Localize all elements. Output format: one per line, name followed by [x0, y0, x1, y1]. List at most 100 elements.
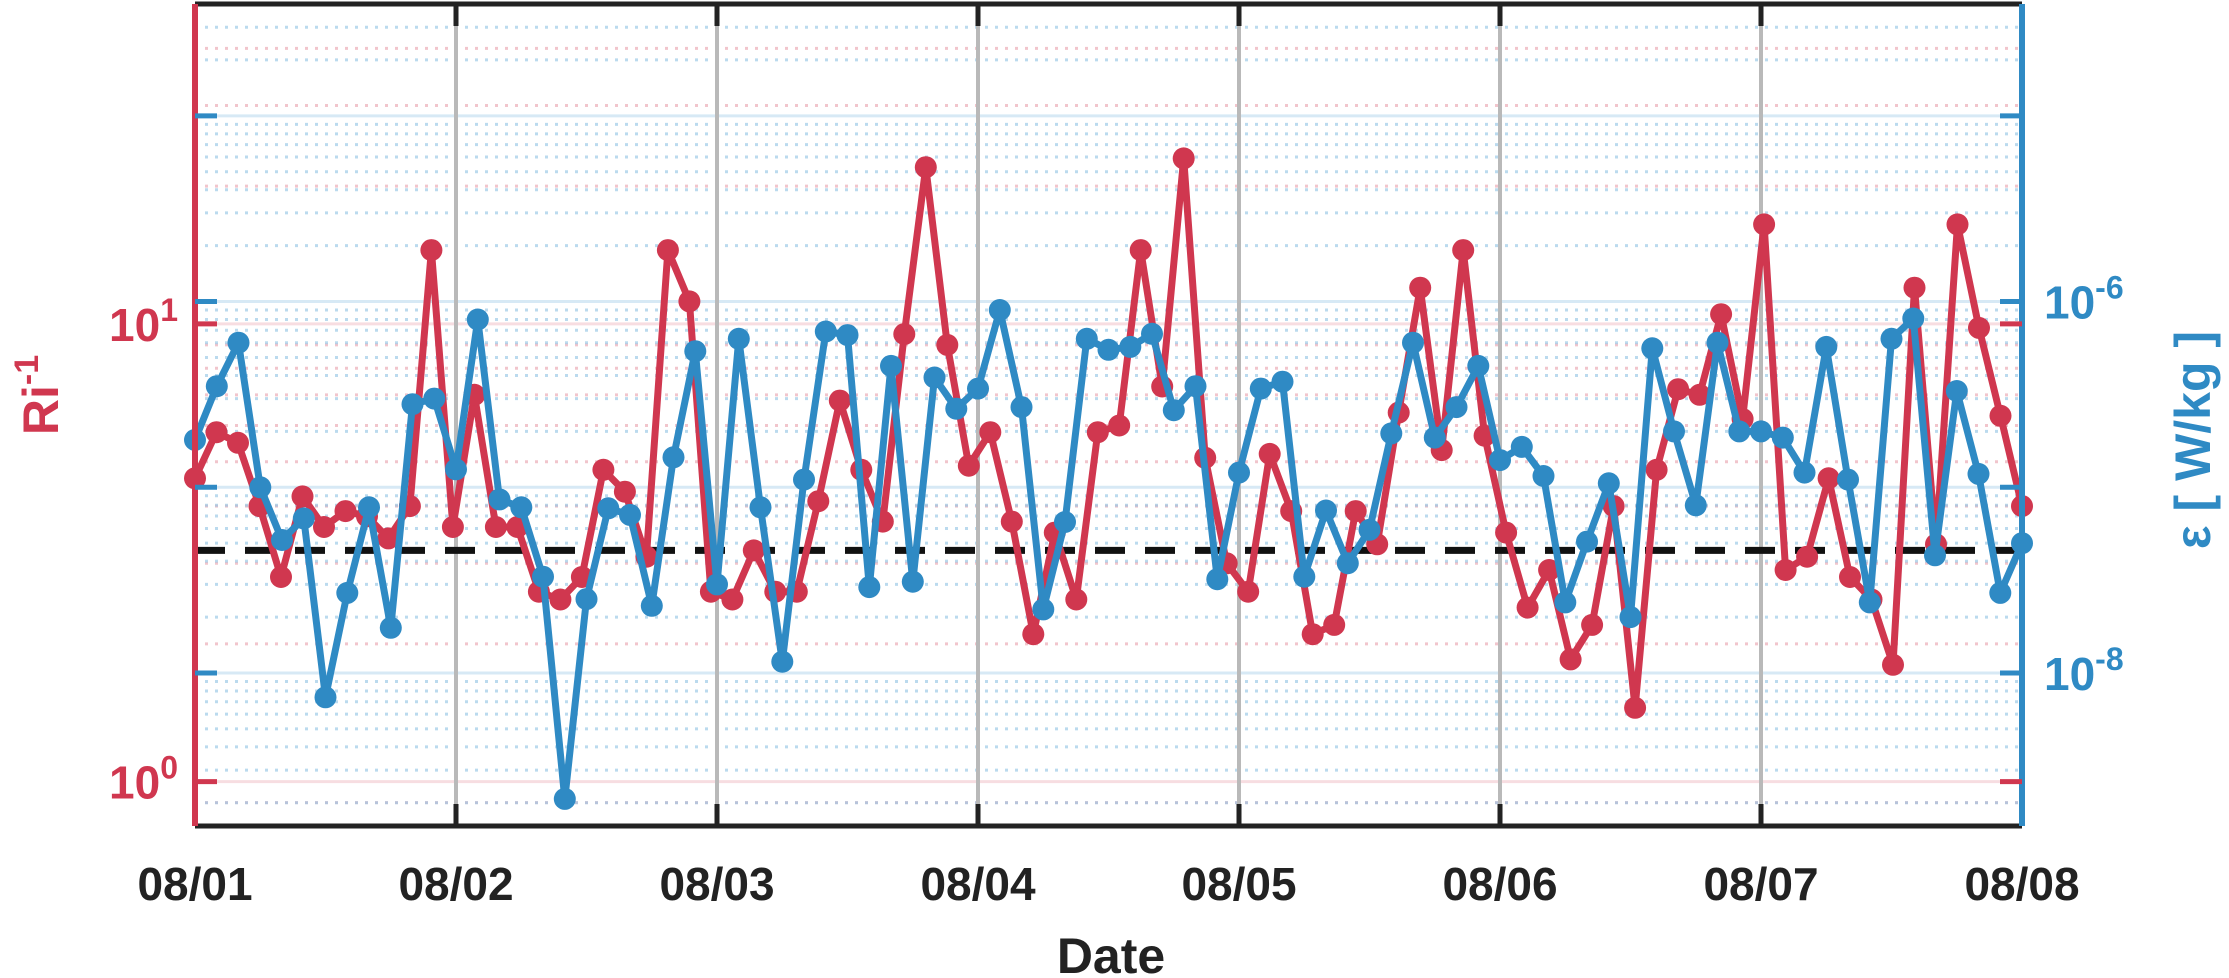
data-point [1688, 383, 1711, 406]
data-point [441, 516, 464, 538]
data-point [1880, 327, 1903, 350]
data-point [1597, 472, 1620, 495]
data-point [597, 497, 620, 520]
data-point [1022, 623, 1045, 646]
data-point [1663, 420, 1685, 443]
data-point [807, 490, 830, 513]
data-point [1516, 596, 1539, 619]
data-point [880, 354, 902, 377]
data-point [1858, 591, 1881, 614]
data-point [1141, 322, 1163, 345]
data-point [1293, 565, 1316, 588]
data-point [1771, 426, 1794, 449]
data-point [1706, 331, 1729, 354]
data-point [484, 516, 507, 538]
data-point [1249, 377, 1272, 400]
data-point [678, 290, 701, 313]
data-point [249, 476, 272, 499]
data-point [684, 340, 707, 363]
data-point [553, 787, 576, 810]
data-point [205, 421, 228, 444]
data-point [271, 529, 293, 551]
data-point [420, 239, 443, 262]
data-point [1032, 598, 1055, 621]
data-point [945, 397, 968, 420]
data-point [1817, 467, 1840, 490]
data-point [1945, 380, 1968, 402]
data-point [1667, 378, 1690, 401]
data-point [858, 576, 881, 599]
data-point [1172, 147, 1195, 170]
data-point [721, 588, 744, 611]
data-point [1358, 518, 1381, 541]
data-point [1489, 449, 1511, 472]
x-tick-label: 08/07 [1703, 858, 1818, 910]
data-point [1206, 568, 1229, 591]
data-point [1576, 530, 1598, 553]
data-point [1967, 462, 1990, 485]
data-point [1619, 606, 1642, 629]
data-point [1271, 370, 1294, 393]
data-point [1815, 335, 1838, 358]
data-point [893, 323, 916, 346]
data-point [1538, 559, 1561, 581]
data-point [1315, 499, 1337, 522]
data-point [1559, 648, 1582, 671]
data-point [1075, 327, 1098, 350]
data-point [793, 468, 815, 491]
data-point [1086, 421, 1109, 444]
data-point [771, 650, 794, 673]
data-point [613, 480, 636, 503]
left-axis-label-sup: -1 [8, 355, 46, 385]
data-point [291, 485, 314, 508]
x-tick-label: 08/03 [659, 858, 774, 910]
series-group [184, 147, 2033, 810]
data-point [549, 588, 572, 611]
data-point [510, 496, 533, 519]
data-point [1968, 316, 1990, 339]
data-point [314, 686, 337, 709]
data-point [466, 308, 489, 331]
data-point [1010, 396, 1033, 419]
data-point [270, 566, 292, 588]
data-point [1097, 338, 1120, 361]
data-point [1624, 696, 1647, 719]
data-point [828, 389, 851, 412]
data-point [1581, 613, 1604, 636]
data-point [1641, 337, 1664, 360]
data-point [936, 333, 959, 356]
data-point [313, 516, 335, 538]
data-point [923, 366, 946, 389]
data-point [205, 375, 228, 398]
data-point [358, 496, 380, 519]
data-point [1882, 653, 1904, 676]
axes [192, 1, 2025, 829]
data-point [445, 458, 467, 481]
data-point [334, 500, 357, 523]
right-tick-label: 10-8 [2044, 641, 2124, 700]
data-point [1684, 494, 1707, 517]
data-point [1000, 510, 1023, 533]
data-point [1774, 559, 1797, 581]
data-point [836, 324, 859, 347]
data-point [662, 446, 685, 469]
data-point [1323, 613, 1346, 636]
data-point [742, 539, 765, 562]
data-point [1467, 354, 1490, 377]
data-point [979, 421, 1002, 444]
data-point [1989, 581, 2012, 604]
data-point [619, 503, 641, 526]
data-point [1184, 375, 1207, 398]
x-tick-label: 08/06 [1442, 858, 1557, 910]
x-tick-label: 08/05 [1181, 858, 1296, 910]
left-axis-label-base: Ri [13, 385, 69, 435]
data-point [1228, 461, 1250, 484]
data-point [814, 320, 837, 343]
data-point [1162, 399, 1185, 422]
data-point [1710, 303, 1733, 326]
data-point [957, 454, 980, 477]
data-point [1903, 276, 1926, 299]
data-point [423, 387, 446, 410]
data-point [1532, 465, 1555, 487]
